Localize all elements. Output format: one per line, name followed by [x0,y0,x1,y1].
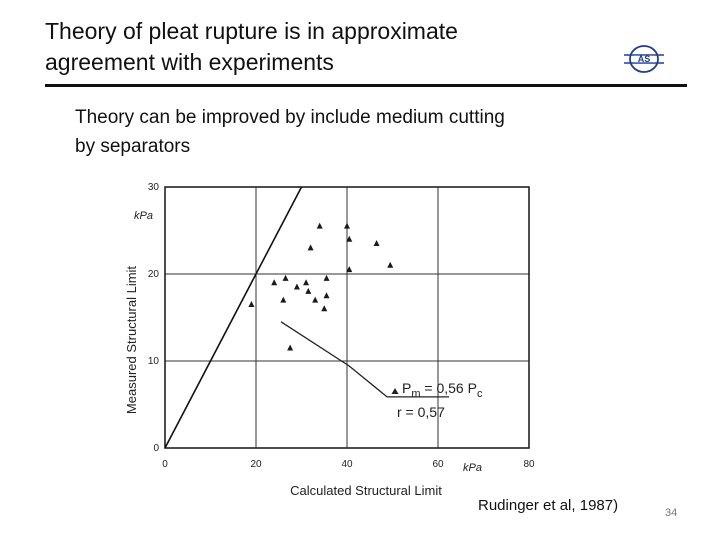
data-point [323,292,330,299]
x-tick-label: 0 [162,459,168,470]
company-logo: AS [624,45,664,73]
data-point [346,235,353,242]
citation: Rudinger et al, 1987) [478,497,619,514]
x-tick-label: 20 [250,459,262,470]
y-tick-label: 30 [148,182,160,193]
y-tick-label: 10 [148,356,160,367]
citation-box [470,493,660,523]
legend-sub-c: c [477,388,483,400]
slide-title-line2: agreement with experiments [45,49,334,75]
x-axis-label: Calculated Structural Limit [290,483,442,498]
data-point [321,305,328,312]
data-point [287,344,294,351]
slide-subtitle-line2: by separators [75,136,191,157]
legend-p-c: P [468,380,477,396]
legend-sub-m: m [411,388,420,400]
data-point [248,300,255,307]
legend-r-value: r = 0,57 [397,404,445,420]
data-point [303,279,310,286]
x-tick-label: 60 [432,459,444,470]
x-tick-label: 80 [523,459,535,470]
data-point [293,283,300,290]
y-unit-label: kPa [134,210,153,222]
title-divider [45,84,687,87]
data-point [344,222,350,229]
y-tick-label: 20 [148,269,160,280]
data-point [305,287,312,294]
data-point [280,296,287,303]
legend-leader-line [280,321,450,398]
scatter-chart: 0 20 40 60 80 0 10 20 30 kPa kPa Calculated Stru… [124,182,535,498]
page-number: 34 [665,507,678,519]
data-point [387,261,394,268]
data-point [316,222,323,229]
legend-equals: = 0,56 [421,380,468,396]
x-unit-label: kPa [463,462,482,474]
slide-subtitle: Theory can be improved by include medium… [75,103,635,161]
slide-title: Theory of pleat rupture is in approximat… [45,16,605,78]
data-point [346,266,353,273]
legend-p-m: P [402,380,411,396]
legend-relation: Pm = 0,56 Pc [402,380,483,400]
plot-frame [164,186,530,449]
y-axis-label: Measured Structural Limit [124,266,139,414]
data-point [373,240,380,247]
y-tick-label: 0 [153,443,159,454]
data-point [312,296,319,303]
reference-line [164,186,303,449]
slide-subtitle-line1: Theory can be improved by include medium… [75,107,505,128]
data-point [307,244,314,251]
x-tick-label: 40 [341,459,353,470]
data-point [271,279,278,286]
data-point [323,274,330,281]
legend-marker [391,388,399,394]
slide-title-line1: Theory of pleat rupture is in approximat… [45,18,458,44]
legend: Pm = 0,56 Pc r = 0,57 [391,380,483,420]
data-point [282,274,289,281]
logo-text: AS [638,54,651,64]
